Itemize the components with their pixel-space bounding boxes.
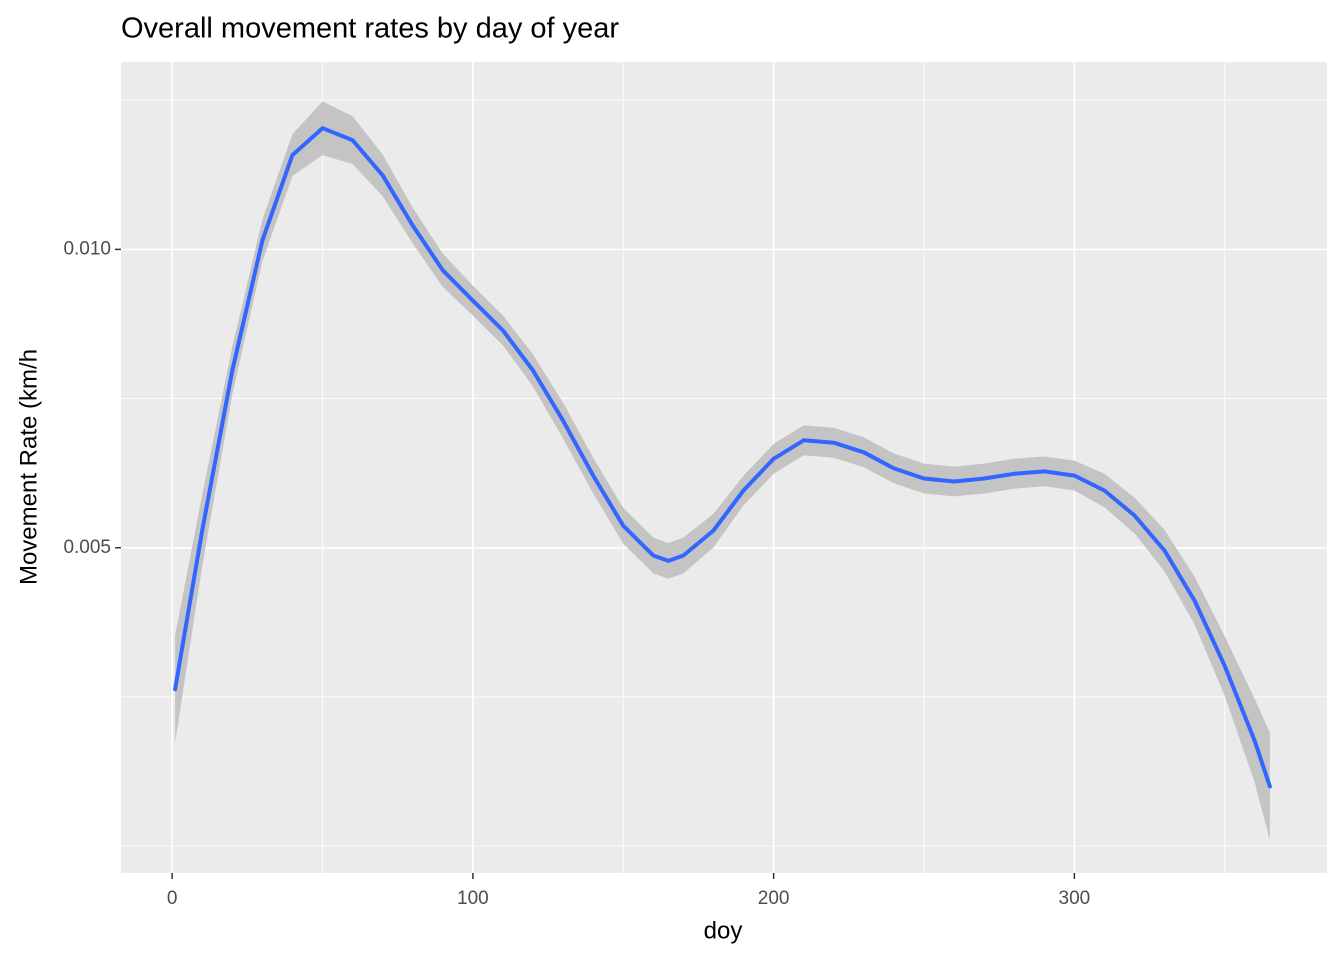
panel	[121, 62, 1327, 873]
confidence-band	[175, 101, 1270, 841]
y-tick-label: 0.010	[63, 238, 111, 259]
x-tick-label: 100	[457, 888, 489, 909]
x-axis-title: doy	[704, 917, 743, 944]
x-tick-label: 200	[758, 888, 790, 909]
x-tick-label: 0	[167, 888, 178, 909]
y-axis-title: Movement Rate (km/h	[15, 349, 42, 585]
x-tick-label: 300	[1059, 888, 1091, 909]
line	[173, 126, 1272, 789]
chart-title: Overall movement rates by day of year	[121, 13, 619, 45]
y-tick-label: 0.005	[63, 537, 111, 558]
